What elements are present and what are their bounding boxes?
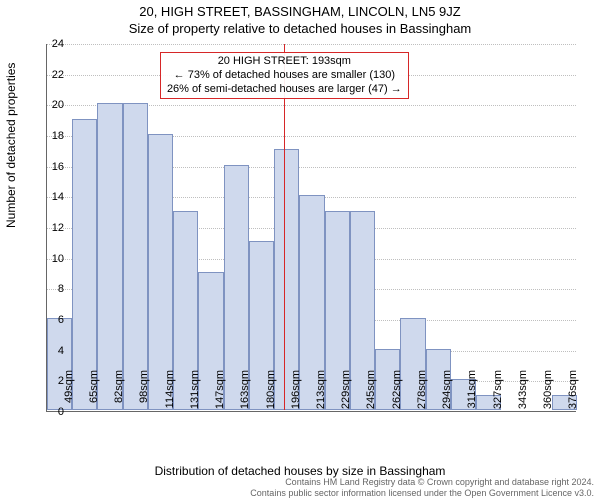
- x-axis-label: Distribution of detached houses by size …: [0, 464, 600, 478]
- y-tick-label: 12: [40, 222, 64, 234]
- x-tick-label: 245sqm: [365, 370, 377, 418]
- y-tick-label: 4: [40, 345, 64, 357]
- plot-area: 20 HIGH STREET: 193sqm← 73% of detached …: [46, 44, 576, 412]
- x-tick-label: 343sqm: [517, 370, 529, 418]
- histogram-bar: [148, 134, 173, 410]
- x-tick-label: 196sqm: [290, 370, 302, 418]
- x-tick-label: 376sqm: [567, 370, 579, 418]
- x-tick-label: 131sqm: [189, 370, 201, 418]
- y-tick-label: 24: [40, 38, 64, 50]
- histogram-bar: [72, 119, 97, 410]
- x-tick-label: 147sqm: [214, 370, 226, 418]
- annotation-line: 26% of semi-detached houses are larger (…: [167, 83, 402, 97]
- page-title: 20, HIGH STREET, BASSINGHAM, LINCOLN, LN…: [0, 0, 600, 19]
- y-axis-label: Number of detached properties: [4, 63, 18, 228]
- gridline: [47, 44, 576, 45]
- footer-line-2: Contains public sector information licen…: [250, 488, 594, 498]
- x-tick-label: 327sqm: [492, 370, 504, 418]
- histogram-bar: [123, 103, 148, 410]
- x-tick-label: 65sqm: [88, 370, 100, 418]
- annotation-line: ← 73% of detached houses are smaller (13…: [167, 69, 402, 83]
- x-tick-label: 262sqm: [391, 370, 403, 418]
- annotation-callout: 20 HIGH STREET: 193sqm← 73% of detached …: [160, 52, 409, 99]
- y-tick-label: 10: [40, 253, 64, 265]
- x-tick-label: 98sqm: [138, 370, 150, 418]
- x-tick-label: 180sqm: [265, 370, 277, 418]
- footer-line-1: Contains HM Land Registry data © Crown c…: [250, 477, 594, 487]
- y-tick-label: 6: [40, 314, 64, 326]
- y-tick-label: 0: [40, 406, 64, 418]
- attribution-footer: Contains HM Land Registry data © Crown c…: [250, 477, 594, 498]
- x-tick-label: 114sqm: [164, 370, 176, 418]
- x-tick-label: 163sqm: [239, 370, 251, 418]
- y-tick-label: 20: [40, 99, 64, 111]
- y-tick-label: 22: [40, 69, 64, 81]
- histogram-bar: [97, 103, 122, 410]
- histogram-chart: 20 HIGH STREET: 193sqm← 73% of detached …: [46, 44, 576, 412]
- x-tick-label: 278sqm: [416, 370, 428, 418]
- x-tick-label: 311sqm: [466, 370, 478, 418]
- x-tick-label: 82sqm: [113, 370, 125, 418]
- x-tick-label: 360sqm: [542, 370, 554, 418]
- page-subtitle: Size of property relative to detached ho…: [0, 19, 600, 36]
- annotation-line: 20 HIGH STREET: 193sqm: [167, 55, 402, 69]
- x-tick-label: 294sqm: [441, 370, 453, 418]
- y-tick-label: 18: [40, 130, 64, 142]
- x-tick-label: 213sqm: [315, 370, 327, 418]
- x-tick-label: 49sqm: [63, 370, 75, 418]
- x-tick-label: 229sqm: [340, 370, 352, 418]
- y-tick-label: 14: [40, 191, 64, 203]
- y-tick-label: 16: [40, 161, 64, 173]
- y-tick-label: 2: [40, 375, 64, 387]
- y-tick-label: 8: [40, 283, 64, 295]
